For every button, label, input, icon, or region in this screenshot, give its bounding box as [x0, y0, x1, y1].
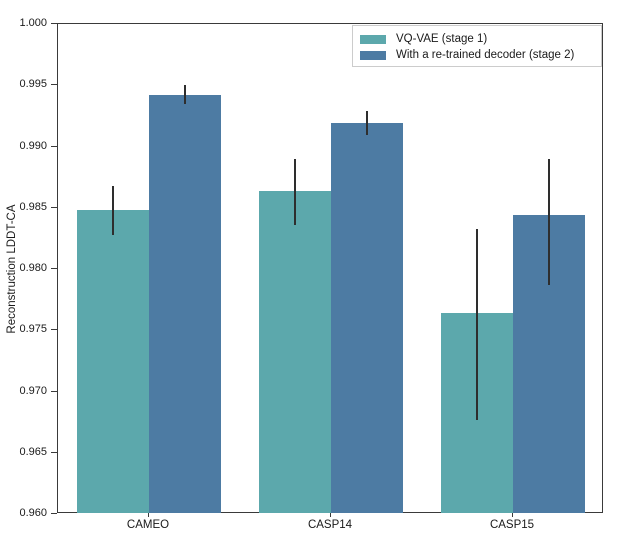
y-tick-label-0.995: 0.995: [19, 78, 47, 91]
x-tick-label-cameo: CAMEO: [126, 519, 170, 531]
x-tick-casp15: [512, 513, 513, 517]
y-tick-label-0.960: 0.960: [19, 507, 47, 519]
y-tick-0.990: [51, 145, 57, 147]
error-bar-cameo-series2: [184, 85, 186, 104]
bar-casp14-series2: [331, 123, 403, 513]
error-bar-casp14-series2: [366, 110, 368, 136]
legend-label-vqvae-stage1: VQ-VAE (stage 1): [396, 33, 488, 45]
bar-cameo-series2: [149, 95, 221, 513]
x-tick-label-casp15: CASP15: [489, 519, 535, 531]
y-tick-0.975: [51, 329, 57, 331]
y-tick-0.995: [51, 84, 57, 86]
y-tick-label-0.965: 0.965: [19, 445, 47, 458]
y-tick-0.970: [51, 390, 57, 392]
legend: VQ-VAE (stage 1) With a re-trained decod…: [352, 25, 602, 67]
error-bar-casp15-series2: [548, 158, 550, 285]
y-tick-0.965: [51, 451, 57, 453]
error-bar-casp14-series1: [294, 158, 296, 225]
legend-row-stage2: With a re-trained decoder (stage 2): [360, 47, 593, 63]
x-tick-label-casp14: CASP14: [307, 519, 353, 531]
bar-cameo-series1: [77, 210, 149, 513]
legend-row-stage1: VQ-VAE (stage 1): [360, 31, 593, 47]
x-tick-casp14: [330, 513, 331, 517]
legend-swatch-vqvae-stage1: [360, 34, 386, 44]
y-tick-label-0.985: 0.985: [19, 200, 47, 213]
y-tick-0.985: [51, 206, 57, 208]
error-bar-cameo-series1: [112, 185, 114, 235]
x-tick-cameo: [148, 513, 149, 517]
y-tick-label-1.000: 1.000: [19, 17, 47, 29]
y-tick-0.960: [51, 513, 57, 514]
y-tick-1.000: [51, 23, 57, 24]
plot-area: [57, 23, 603, 513]
error-bar-casp15-series1: [476, 228, 478, 420]
y-tick-0.980: [51, 268, 57, 269]
y-tick-label-0.970: 0.970: [19, 384, 47, 397]
legend-swatch-retrained-decoder-stage2: [360, 50, 386, 60]
legend-label-retrained-decoder-stage2: With a re-trained decoder (stage 2): [396, 49, 575, 61]
bar-casp14-series1: [259, 190, 331, 513]
y-tick-label-0.990: 0.990: [19, 139, 47, 152]
y-tick-label-0.975: 0.975: [19, 323, 47, 336]
y-tick-label-0.980: 0.980: [19, 262, 47, 274]
